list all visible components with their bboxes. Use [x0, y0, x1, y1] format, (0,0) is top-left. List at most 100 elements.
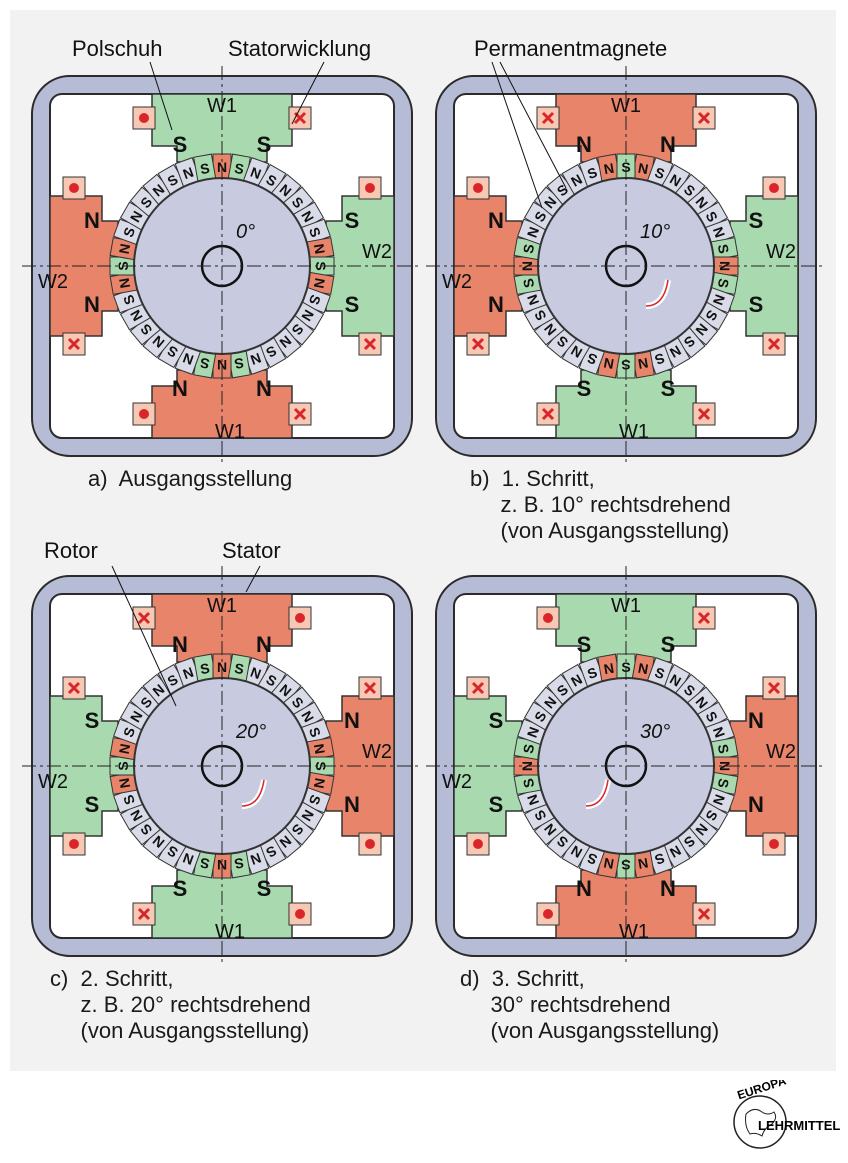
cross-mark-icon [471, 681, 485, 695]
pole-letter-top-right: N [256, 632, 272, 657]
magnet-segment-letter: S [520, 777, 537, 789]
pole-letter-top-left: S [577, 632, 592, 657]
cross-mark-icon [697, 111, 711, 125]
w1-label-top: W1 [611, 595, 641, 617]
magnet-segment: N [242, 344, 270, 375]
w2-label-right: W2 [362, 241, 392, 263]
magnet-segment: S [129, 186, 162, 218]
w2-label-left: W2 [38, 271, 68, 293]
w2-label-left: W2 [442, 271, 472, 293]
pole-letter-right-top: N [344, 708, 360, 733]
pole-letter-left-top: S [489, 708, 504, 733]
europa-lehrmittel-logo: EUROPA LEHRMITTEL [733, 1080, 840, 1149]
magnet-segment-letter: S [313, 261, 329, 270]
pole-letter-left-top: S [85, 708, 100, 733]
magnet-segment: S [513, 271, 542, 295]
magnet-segment: S [523, 701, 555, 731]
magnet-segment-letter: N [217, 857, 227, 873]
magnet-segment: S [523, 801, 555, 831]
dot-mark-icon [69, 183, 79, 193]
cross-mark-icon [541, 111, 555, 125]
magnet-segment: S [300, 218, 331, 246]
leader-permanentmagnete-1 [491, 61, 543, 209]
magnet-segment: S [646, 844, 674, 875]
magnet-segment: S [282, 186, 315, 218]
magnet-segment: N [293, 201, 325, 231]
magnet-segment: N [270, 326, 302, 359]
magnet-segment: S [129, 814, 162, 846]
rotation-arrow-outline [585, 779, 609, 807]
magnet-segment-letter: N [717, 261, 733, 271]
magnet-segment: N [142, 326, 174, 359]
dot-mark-icon [769, 839, 779, 849]
dot-mark-icon [543, 909, 553, 919]
magnet-segment-letter: S [520, 743, 537, 755]
cross-mark-icon [67, 337, 81, 351]
w1-label-bottom: W1 [215, 921, 245, 943]
pole-letter-bottom-left: N [576, 876, 592, 901]
magnet-segment: N [270, 173, 302, 206]
pole-letter-left-bottom: S [489, 792, 504, 817]
magnet-segment-letter: N [311, 742, 329, 755]
magnet-segment: N [631, 653, 655, 682]
magnet-segment: S [282, 814, 315, 846]
magnet-segment-letter: S [313, 761, 329, 770]
label-stator: Stator [222, 538, 281, 563]
pole-letter-left-bottom: S [85, 792, 100, 817]
magnet-segment: S [282, 314, 315, 346]
magnet-segment-letter: S [520, 277, 537, 289]
magnet-segment: S [646, 657, 674, 688]
magnet-segment-letter: S [621, 357, 630, 373]
magnet-segment: N [119, 801, 151, 831]
magnet-segment: N [174, 657, 202, 688]
pole-letter-left-bottom: N [488, 292, 504, 317]
cross-mark-icon [767, 681, 781, 695]
magnet-segment-letter: S [715, 777, 732, 789]
w1-label-top: W1 [207, 95, 237, 117]
pole-letter-right-bottom: S [345, 292, 360, 317]
cross-mark-icon [137, 907, 151, 921]
angle-label: 10° [640, 221, 670, 243]
magnet-segment: S [157, 163, 187, 195]
pole-letter-bottom-right: N [256, 376, 272, 401]
magnet-segment: S [113, 286, 144, 314]
magnet-segment-letter: N [311, 777, 329, 790]
w2-label-left: W2 [442, 771, 472, 793]
pole-letter-right-bottom: N [748, 792, 764, 817]
magnet-segment: S [546, 326, 578, 359]
magnet-segment: N [306, 737, 335, 761]
pole-letter-top-right: S [257, 132, 272, 157]
pole-letter-top-right: N [660, 132, 676, 157]
magnet-segment-letter: N [602, 855, 615, 873]
svg-text:EUROPA: EUROPA [735, 1080, 788, 1102]
caption-c: c) 2. Schritt, z. B. 20° rechtsdrehend (… [50, 966, 311, 1043]
pole-letter-bottom-left: N [172, 376, 188, 401]
magnet-segment: N [306, 271, 335, 295]
pole-letter-bottom-right: N [660, 876, 676, 901]
magnet-segment: N [306, 771, 335, 795]
label-permanentmagnete: Permanentmagnete [474, 36, 667, 61]
cross-mark-icon [363, 337, 377, 351]
magnet-segment-letter: N [602, 355, 615, 373]
magnet-segment-letter: N [717, 761, 733, 771]
rotation-arrow-outline [241, 779, 265, 807]
magnet-segment-letter: S [199, 355, 211, 372]
w2-label-left: W2 [38, 771, 68, 793]
magnet-segment-letter: S [233, 355, 245, 372]
magnet-segment: N [631, 350, 655, 379]
magnet-segment: N [597, 153, 621, 182]
magnet-segment-letter: N [637, 660, 650, 678]
magnet-segment-letter: N [116, 777, 134, 790]
magnet-segment: S [710, 237, 739, 261]
dot-mark-icon [473, 183, 483, 193]
dot-mark-icon [365, 839, 375, 849]
magnet-segment-letter: S [199, 855, 211, 872]
w1-label-bottom: W1 [215, 421, 245, 443]
leader-stator [245, 565, 261, 593]
magnet-segment: N [661, 837, 691, 869]
magnet-segment-letter: N [116, 742, 134, 755]
cross-mark-icon [293, 407, 307, 421]
